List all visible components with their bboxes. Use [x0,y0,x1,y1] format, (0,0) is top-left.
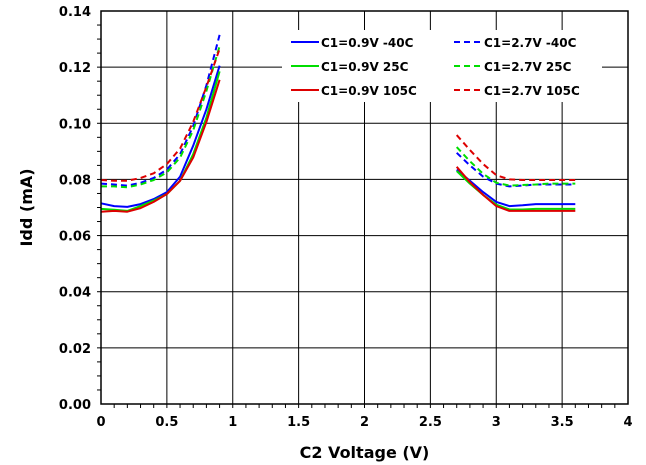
y-tick-label: 0.08 [59,173,91,188]
y-axis-title: Idd (mA) [17,168,36,246]
x-tick-label: 1 [228,415,237,430]
x-tick-label: 3 [492,415,501,430]
series-line [101,45,221,189]
x-tick-label: 4 [623,415,632,430]
y-tick-label: 0.14 [59,5,91,20]
legend-label: C1=2.7V 105C [484,84,580,98]
legend-background [282,30,602,102]
legend-label: C1=0.9V 105C [321,84,417,98]
y-tick-label: 0.12 [59,61,91,76]
axis-ticks [97,24,616,408]
y-tick-label: 0.04 [59,286,91,301]
x-tick-label: 0.5 [155,415,178,430]
series-line [455,166,576,212]
legend: C1=0.9V -40C C1=0.9V 25C C1=0.9V 105C C1=2.… [282,30,602,102]
series-line [100,65,221,208]
series-lines [100,34,576,213]
series-line [100,48,221,182]
y-tick-label: 0.06 [59,230,91,245]
series-line [455,146,576,187]
tick-labels: 0 0.5 1 1.5 2 2.5 3 3.5 4 0.00 0.02 0.04 0.06 0.08 0.1… [59,5,633,430]
y-tick-label: 0.02 [59,342,91,357]
legend-label: C1=2.7V -40C [484,36,577,50]
legend-label: C1=0.9V 25C [321,60,409,74]
x-tick-label: 2.5 [419,415,442,430]
x-tick-label: 2 [360,415,369,430]
x-axis-title: C2 Voltage (V) [300,443,430,462]
series-line [100,79,221,213]
y-tick-label: 0.00 [59,398,91,413]
legend-label: C1=0.9V -40C [321,36,414,50]
y-tick-label: 0.10 [59,117,91,132]
series-line [100,34,221,187]
x-tick-label: 1.5 [287,415,310,430]
series-line [456,168,576,208]
x-tick-label: 3.5 [551,415,574,430]
x-tick-label: 0 [96,415,105,430]
legend-label: C1=2.7V 25C [484,60,572,74]
